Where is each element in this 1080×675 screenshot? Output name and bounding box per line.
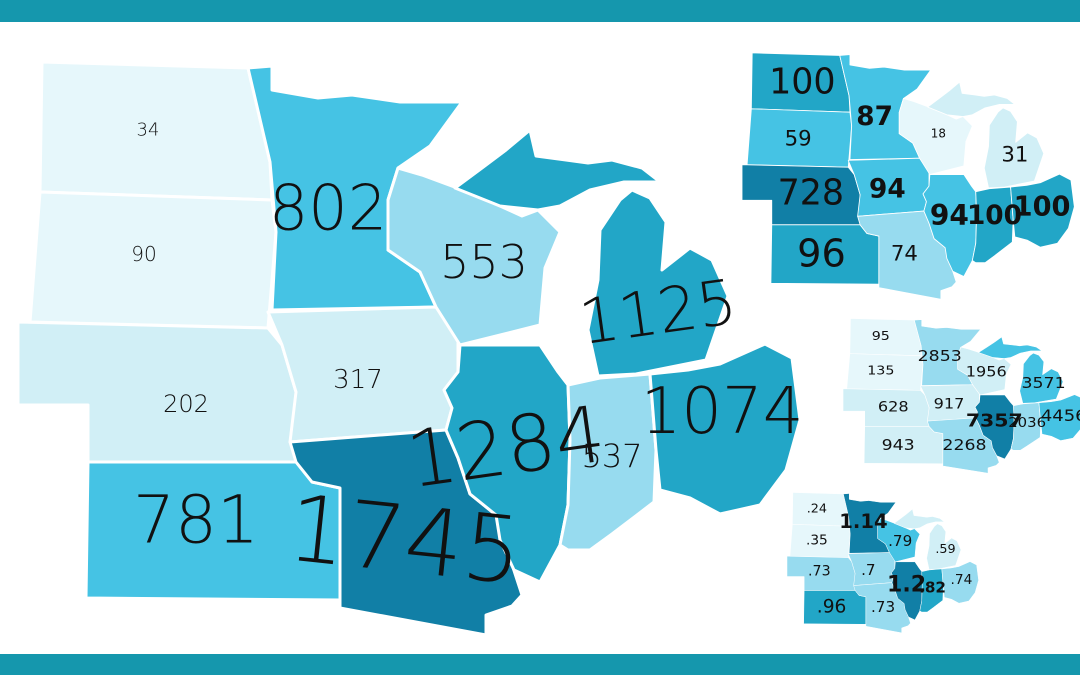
state-label-oh: 100 bbox=[1014, 191, 1071, 222]
state-label-mo: 2268 bbox=[942, 436, 986, 454]
state-label-mn: 2853 bbox=[918, 347, 962, 365]
state-label-il: 7357 bbox=[966, 410, 1023, 431]
state-label-ks: .96 bbox=[817, 597, 847, 618]
state-label-oh: 4456 bbox=[1041, 406, 1080, 425]
state-label-ks: 96 bbox=[797, 231, 846, 276]
state-michigan bbox=[926, 523, 962, 570]
state-label-sd: 135 bbox=[867, 364, 894, 378]
state-label-mo: .73 bbox=[871, 598, 895, 616]
state-label-wi: 18 bbox=[931, 127, 946, 141]
top-band bbox=[0, 0, 1080, 22]
state-label-ne: 202 bbox=[163, 390, 209, 418]
state-indiana bbox=[971, 186, 1014, 264]
state-label-mi: 31 bbox=[1001, 143, 1028, 168]
state-indiana bbox=[919, 568, 944, 613]
state-michigan bbox=[586, 188, 730, 378]
state-south-dakota bbox=[746, 108, 853, 168]
state-south-dakota bbox=[789, 524, 851, 558]
state-label-ia: 317 bbox=[333, 365, 383, 395]
state-label-wi: 553 bbox=[440, 235, 528, 289]
state-label-in: .82 bbox=[919, 579, 946, 597]
state-label-il: 94 bbox=[930, 199, 969, 232]
state-michigan bbox=[1019, 352, 1064, 404]
state-upper-michigan bbox=[978, 336, 1043, 359]
state-label-sd: .35 bbox=[806, 533, 828, 549]
state-label-ia: 94 bbox=[869, 173, 906, 204]
state-illinois bbox=[891, 561, 923, 621]
bottom-band bbox=[0, 654, 1080, 675]
state-south-dakota bbox=[846, 353, 924, 391]
state-label-oh: .74 bbox=[951, 572, 973, 588]
state-indiana bbox=[1010, 402, 1042, 451]
state-label-il: 1.2 bbox=[887, 573, 926, 598]
state-ohio bbox=[648, 342, 802, 516]
state-label-sd: 90 bbox=[131, 242, 156, 266]
state-michigan bbox=[983, 107, 1045, 189]
state-label-mi: .59 bbox=[935, 542, 955, 557]
state-label-mo: 1745 bbox=[283, 475, 527, 606]
state-illinois bbox=[922, 174, 978, 277]
state-label-ne: 728 bbox=[778, 172, 845, 213]
state-label-in: 100 bbox=[967, 200, 1022, 231]
state-label-wi: .79 bbox=[888, 532, 912, 550]
state-ohio bbox=[941, 561, 979, 604]
state-label-ne: .73 bbox=[808, 564, 831, 580]
state-ohio bbox=[1038, 394, 1080, 441]
state-label-nd: .24 bbox=[807, 502, 827, 517]
state-label-mo: 74 bbox=[891, 242, 918, 267]
state-label-mi: 3571 bbox=[1021, 374, 1065, 392]
state-illinois bbox=[974, 394, 1015, 460]
state-label-ks: 943 bbox=[882, 436, 915, 454]
state-label-wi: 1956 bbox=[966, 364, 1007, 381]
state-label-oh: 1074 bbox=[641, 375, 804, 449]
state-label-ia: .7 bbox=[861, 561, 876, 579]
state-south-dakota bbox=[28, 190, 278, 330]
state-label-nd: 95 bbox=[872, 330, 890, 344]
state-upper-michigan bbox=[893, 508, 945, 529]
state-label-nd: 100 bbox=[769, 61, 836, 102]
state-illinois bbox=[442, 343, 572, 584]
state-label-in: 537 bbox=[581, 437, 642, 475]
state-label-in: 2036 bbox=[1008, 416, 1046, 431]
state-label-ks: 781 bbox=[133, 482, 259, 559]
state-label-mn: 802 bbox=[269, 172, 387, 245]
state-upper-michigan bbox=[453, 128, 662, 212]
state-label-sd: 59 bbox=[785, 126, 812, 151]
state-label-nd: 34 bbox=[137, 120, 160, 141]
state-upper-michigan bbox=[927, 81, 1016, 117]
state-ohio bbox=[1010, 173, 1075, 248]
state-label-mn: 1.14 bbox=[839, 510, 887, 533]
state-indiana bbox=[558, 372, 658, 552]
state-label-mn: 87 bbox=[856, 101, 893, 132]
state-label-ne: 628 bbox=[878, 399, 909, 416]
state-label-ia: 917 bbox=[934, 396, 965, 413]
